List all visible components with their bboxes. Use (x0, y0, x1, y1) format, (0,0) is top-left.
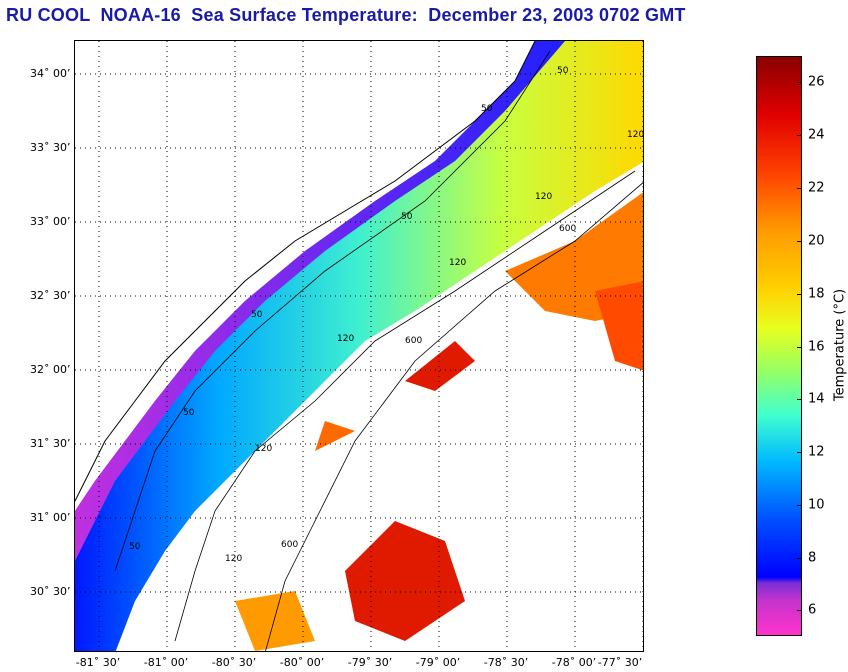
graticule (75, 41, 643, 651)
colorbar-tick-mark (797, 241, 802, 242)
contour-label: 120 (337, 334, 354, 344)
contour-600 (265, 182, 643, 651)
contour-label: 50 (183, 408, 195, 418)
longitude-label: -80˚ 30’ (211, 656, 257, 669)
colorbar-tick-label: 22 (808, 180, 825, 196)
contour-label: 600 (281, 540, 298, 550)
longitude-label: -81˚ 00’ (143, 656, 189, 669)
contour-label: 120 (255, 444, 272, 454)
longitude-label: -79˚ 00’ (415, 656, 461, 669)
latitude-label: 34˚ 00’ (30, 67, 71, 80)
colorbar-label: Temperature (°C) (832, 288, 848, 402)
colorbar-tick-mark (797, 294, 802, 295)
colorbar-tick-mark (797, 558, 802, 559)
latitude-label: 33˚ 30’ (30, 141, 71, 154)
colorbar-tick-label: 24 (808, 127, 825, 143)
sst-map[interactable]: 50 50 50 50 50 50 120 120 120 120 120 12… (74, 40, 644, 652)
longitude-label: -78˚ 00’ (551, 656, 597, 669)
longitude-label: -78˚ 30’ (483, 656, 529, 669)
latitude-label: 30˚ 30’ (30, 585, 71, 598)
latitude-label: 33˚ 00’ (30, 215, 71, 228)
nearshore-cold-band (75, 41, 565, 561)
colorbar-tick-label: 14 (808, 391, 825, 407)
contour-label: 50 (251, 310, 263, 320)
latitude-label: 31˚ 30’ (30, 437, 71, 450)
colorbar-tick-mark (797, 347, 802, 348)
shelf-water (75, 41, 643, 651)
contour-label: 600 (405, 336, 422, 346)
colorbar-tick-mark (797, 82, 802, 83)
colorbar-tick-label: 12 (808, 444, 825, 460)
colorbar-tick-label: 18 (808, 286, 825, 302)
contour-label: 120 (627, 130, 644, 140)
contour-label: 50 (481, 104, 493, 114)
colorbar-tick-mark (797, 505, 802, 506)
colorbar-tick-label: 8 (808, 550, 817, 566)
colorbar-tick-mark (797, 188, 802, 189)
contour-label: 50 (129, 542, 141, 552)
colorbar-tick-mark (797, 610, 802, 611)
contour-120 (174, 170, 636, 642)
contour-label: 120 (225, 554, 242, 564)
colorbar-tick-label: 20 (808, 233, 825, 249)
contour-label: 50 (401, 212, 413, 222)
longitude-label: -79˚ 30’ (347, 656, 393, 669)
colorbar-tick-label: 6 (808, 602, 817, 618)
sst-map-canvas: 50 50 50 50 50 50 120 120 120 120 120 12… (75, 41, 644, 651)
contour-50 (114, 50, 551, 572)
colorbar-tick-mark (797, 135, 802, 136)
gulf-stream-patch (595, 281, 643, 371)
contour-label: 600 (559, 224, 576, 234)
latitude-label: 32˚ 30’ (30, 289, 71, 302)
gulf-stream-patch (405, 341, 475, 391)
gulf-stream-patch (235, 591, 315, 651)
colorbar-tick-mark (797, 399, 802, 400)
latitude-label: 32˚ 00’ (30, 363, 71, 376)
coastline (75, 41, 536, 502)
contour-label: 120 (535, 192, 552, 202)
temperature-colorbar (756, 56, 802, 636)
contour-label: 50 (557, 66, 569, 76)
gulf-stream-patch (315, 421, 355, 451)
longitude-label: -77˚ 30’ (597, 656, 643, 669)
contour-label: 120 (449, 258, 466, 268)
chart-title: RU COOL NOAA-16 Sea Surface Temperature:… (6, 5, 686, 25)
land-area (75, 41, 535, 501)
colorbar-tick-label: 16 (808, 339, 825, 355)
longitude-label: -81˚ 30’ (75, 656, 121, 669)
colorbar-tick-label: 10 (808, 497, 825, 513)
colorbar-tick-mark (797, 452, 802, 453)
colorbar-tick-label: 26 (808, 74, 825, 90)
gulf-stream-patch (345, 521, 465, 641)
latitude-label: 31˚ 00’ (30, 511, 71, 524)
longitude-label: -80˚ 00’ (279, 656, 325, 669)
